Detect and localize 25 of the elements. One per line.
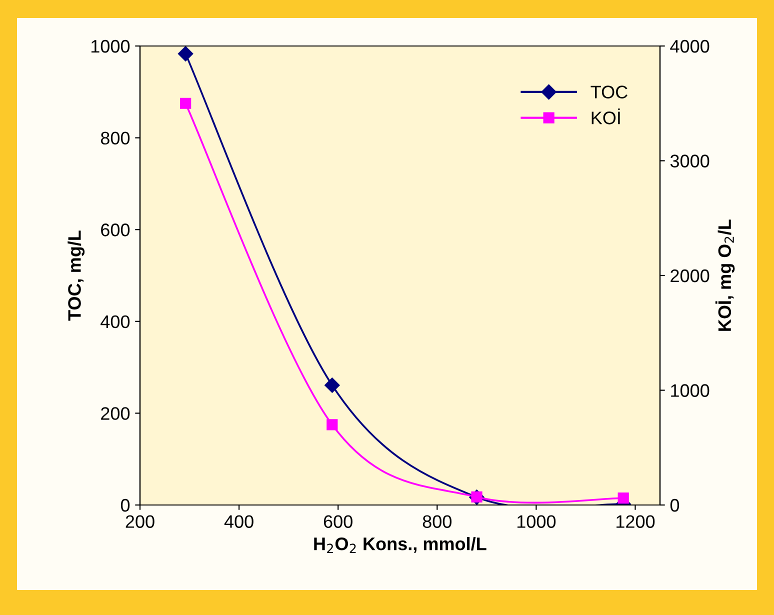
x-tick-label: 600 [324, 515, 352, 528]
y2-axis-title: KOİ, mg O$_{2}$/L [715, 220, 735, 331]
y-tick-label: 0 [120, 498, 130, 512]
x-tick-label: 400 [224, 515, 254, 528]
y-tick-label: 200 [101, 407, 130, 420]
y-tick-label: 800 [100, 132, 130, 145]
y2-tick-label: 3000 [670, 154, 710, 168]
x-tick-label: 800 [422, 515, 452, 528]
legend-label: TOC [590, 86, 628, 98]
y-axis-title: TOC, mg/L [68, 230, 85, 321]
y2-tick-label: 0 [670, 498, 680, 512]
point [618, 492, 629, 504]
x-tick-label: 1000 [517, 515, 556, 528]
y2-tick-label: 2000 [670, 269, 710, 282]
point [180, 98, 192, 109]
y2-tick-label: 4000 [670, 40, 710, 53]
y-tick-label: 400 [100, 315, 130, 328]
x-tick-label: 1200 [616, 515, 655, 528]
x-tick-label: 200 [126, 515, 154, 528]
point [326, 419, 338, 430]
x-axis-title: H$_{2}$O$_{2}$ Kons., mmol/L [314, 537, 486, 554]
legend-label: KOİ [592, 108, 620, 124]
y-tick-label: 1000 [91, 40, 130, 53]
y2-tick-label: 1000 [671, 384, 710, 397]
y-tick-label: 600 [101, 224, 130, 236]
